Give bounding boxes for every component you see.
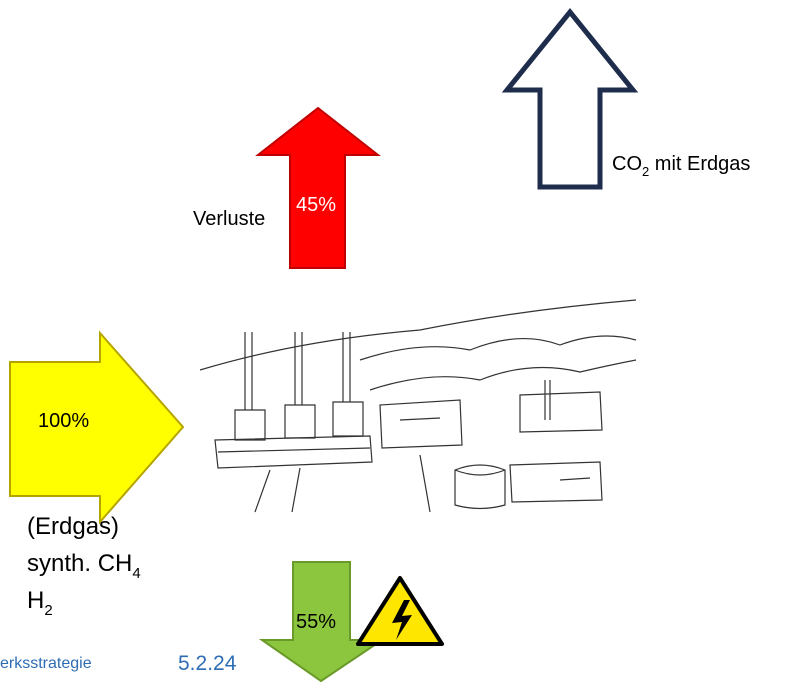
- diagram: 45% Verluste CO2 mit Erdgas 100% (Erdgas…: [0, 0, 805, 684]
- fuel-sub: 2: [44, 602, 52, 619]
- fuel: (Erdgas): [27, 513, 119, 540]
- fuel-main: (Erdgas): [27, 513, 119, 540]
- co2-rest: mit Erdgas: [649, 153, 750, 175]
- fuel-sub: 4: [132, 565, 140, 582]
- co2-label: CO2 mit Erdgas: [612, 153, 750, 179]
- losses-arrow: [258, 108, 378, 268]
- high-voltage-sign: [358, 578, 442, 644]
- factory-sketch: [198, 298, 638, 513]
- co2-main: CO: [612, 153, 642, 175]
- losses-percent: 45%: [296, 194, 336, 216]
- fuel-main: synth. CH: [27, 550, 132, 577]
- fuel-main: H: [27, 587, 44, 614]
- output-percent: 55%: [296, 611, 336, 633]
- fuel: synth. CH4: [27, 550, 141, 582]
- losses-label: Verluste: [193, 208, 265, 230]
- footer-date: 5.2.24: [178, 652, 237, 675]
- co2-sub: 2: [642, 164, 649, 179]
- input-percent: 100%: [38, 410, 89, 432]
- input-arrow: [10, 333, 183, 522]
- footer-left: erksstrategie: [0, 655, 92, 672]
- fuel: H2: [27, 587, 53, 619]
